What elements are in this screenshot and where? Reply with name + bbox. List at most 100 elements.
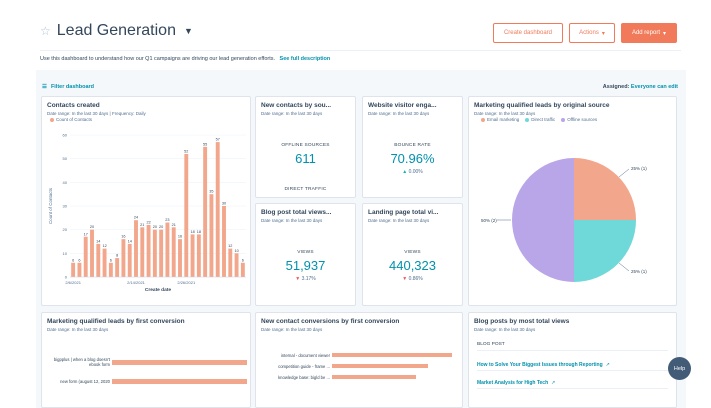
bar[interactable] — [71, 262, 76, 277]
table-row[interactable]: Market Analysis for High Tech ↗ — [477, 377, 668, 389]
metric-change: ▲ 0.00% — [363, 169, 462, 175]
bar[interactable] — [222, 206, 226, 277]
bar[interactable] — [112, 379, 247, 384]
blog-posts-card[interactable]: Blog posts by most total views Date rang… — [468, 312, 677, 408]
down-arrow-icon: ▼ — [402, 276, 408, 282]
bar-label: new form (august 12, 2020 — [60, 379, 110, 384]
assigned-label: Assigned: — [602, 84, 630, 90]
card-title: Blog posts by most total views — [474, 318, 570, 325]
card-title: Marketing qualified leads by first conve… — [47, 318, 185, 325]
data-label: 21 — [172, 223, 176, 227]
bar[interactable] — [146, 224, 151, 277]
card-subtitle: Date range: In the last 30 days — [261, 111, 323, 116]
card-subtitle: Date range: In the last 30 days — [261, 218, 323, 223]
y-tick-label: 50 — [63, 156, 68, 161]
bar[interactable] — [96, 243, 101, 277]
table-header: BLOG POST — [477, 339, 668, 351]
bar[interactable] — [77, 262, 82, 277]
bar[interactable] — [234, 253, 239, 277]
dashboard-header: ☆ Lead Generation ▼ Create dashboard Act… — [0, 0, 711, 70]
contacts-created-card[interactable]: Contacts created Date range: In the last… — [41, 96, 251, 306]
blog-post-link[interactable]: How to Solve Your Biggest Issues through… — [477, 361, 603, 368]
bar[interactable] — [203, 146, 208, 277]
landing-views-card[interactable]: Landing page total vi... Date range: In … — [362, 203, 463, 306]
bar[interactable] — [178, 239, 182, 277]
dashboard-description: Use this dashboard to understand how our… — [40, 56, 330, 62]
help-button[interactable]: Help — [668, 357, 691, 380]
assigned-info: Assigned: Everyone can edit — [603, 84, 678, 90]
bar[interactable] — [159, 229, 164, 277]
bar[interactable] — [332, 353, 452, 357]
see-full-description-link[interactable]: See full description — [279, 56, 331, 62]
card-subtitle: Date range: In the last 30 days — [47, 327, 109, 332]
bar[interactable] — [112, 360, 247, 365]
mql-source-pie-chart: 25% (1) 25% (1) 50% (2) — [481, 158, 647, 282]
data-label: 20 — [159, 225, 163, 229]
bar[interactable] — [127, 243, 132, 277]
bar[interactable] — [83, 236, 88, 277]
dashboard-title[interactable]: Lead Generation — [56, 22, 176, 39]
bar-label-line: ebook form — [89, 362, 110, 367]
bar[interactable] — [108, 262, 113, 277]
bar[interactable] — [184, 153, 189, 277]
bar[interactable] — [140, 227, 145, 277]
data-label: 23 — [165, 218, 169, 222]
pie-slice-direct[interactable] — [574, 220, 636, 282]
bar[interactable] — [209, 194, 214, 277]
bar[interactable] — [228, 248, 233, 277]
metric-value: 611 — [295, 151, 316, 166]
bar[interactable] — [121, 239, 126, 277]
bar[interactable] — [240, 262, 245, 277]
contact-conversion-card[interactable]: New contact conversions by first convers… — [255, 312, 463, 408]
filter-dashboard-button[interactable]: ☰ Filter dashboard — [42, 84, 94, 90]
bar[interactable] — [134, 220, 138, 277]
data-label: 30 — [222, 202, 226, 206]
metric-label-secondary: DIRECT TRAFFIC — [284, 187, 327, 192]
blog-post-link[interactable]: Market Analysis for High Tech — [477, 379, 549, 386]
y-tick-label: 40 — [63, 180, 68, 185]
add-report-button[interactable]: Add report ▾ — [621, 23, 677, 43]
bar[interactable] — [152, 229, 157, 277]
assigned-value-link[interactable]: Everyone can edit — [630, 84, 678, 90]
blog-views-card[interactable]: Blog post total views... Date range: In … — [255, 203, 356, 306]
mql-by-conversion-card[interactable]: Marketing qualified leads by first conve… — [41, 312, 251, 408]
bar[interactable] — [165, 222, 170, 277]
pie-slice-offline[interactable] — [512, 158, 574, 282]
chevron-down-icon[interactable]: ▼ — [183, 26, 193, 36]
data-label: 6 — [242, 258, 244, 262]
mql-by-source-card[interactable]: Marketing qualified leads by original so… — [468, 96, 677, 306]
y-axis-label: Count of Contacts — [48, 187, 53, 224]
metric-label: BOUNCE RATE — [394, 143, 431, 148]
data-label: 14 — [96, 239, 100, 243]
x-axis-label: Create date — [145, 287, 171, 293]
legend-item: Offline sources — [561, 117, 597, 122]
bar[interactable] — [102, 248, 107, 277]
bar[interactable] — [171, 227, 176, 277]
website-visitor-card[interactable]: Website visitor enga... Date range: In t… — [362, 96, 463, 198]
bar[interactable] — [196, 234, 201, 277]
data-label: 20 — [90, 225, 94, 229]
create-dashboard-button[interactable]: Create dashboard — [493, 23, 563, 43]
bar[interactable] — [332, 364, 428, 368]
bar[interactable] — [115, 258, 120, 277]
actions-button[interactable]: Actions ▾ — [569, 23, 615, 43]
table-row[interactable]: How to Solve Your Biggest Issues through… — [477, 359, 668, 371]
star-icon[interactable]: ☆ — [40, 24, 51, 38]
data-label: 20 — [153, 225, 157, 229]
new-contacts-card[interactable]: New contacts by sou... Date range: In th… — [255, 96, 356, 198]
data-label: 21 — [140, 223, 144, 227]
actions-label: Actions — [579, 30, 599, 36]
card-subtitle: Date range: In the last 30 days — [368, 111, 430, 116]
data-label: 16 — [178, 235, 182, 239]
metric-change-value: 3.17% — [301, 276, 316, 282]
help-label: Help — [673, 365, 686, 372]
bar[interactable] — [190, 234, 195, 277]
bar[interactable] — [215, 142, 220, 277]
bar[interactable] — [332, 375, 416, 379]
metric-change-value: 0.86% — [408, 276, 423, 282]
card-subtitle: Date range: In the last 30 days — [368, 218, 430, 223]
data-label: 17 — [84, 232, 88, 236]
pie-slice-email[interactable] — [574, 158, 636, 220]
data-label: 18 — [190, 230, 194, 234]
bar[interactable] — [90, 229, 94, 277]
